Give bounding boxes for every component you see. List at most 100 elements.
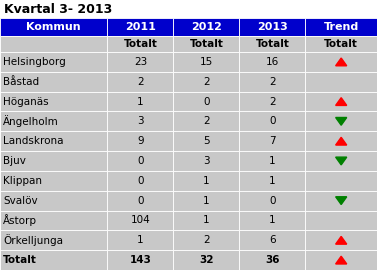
Bar xyxy=(0,191,107,211)
Bar xyxy=(305,92,377,112)
Text: Trend: Trend xyxy=(323,22,359,32)
Text: Totalt: Totalt xyxy=(256,39,289,49)
Bar xyxy=(305,112,377,131)
Bar xyxy=(0,211,107,230)
Bar xyxy=(305,131,377,151)
Polygon shape xyxy=(336,197,347,204)
Text: Klippan: Klippan xyxy=(3,176,42,186)
Text: 0: 0 xyxy=(137,196,144,206)
Text: 1: 1 xyxy=(137,235,144,245)
Bar xyxy=(173,52,239,72)
Text: 7: 7 xyxy=(269,136,276,146)
Bar xyxy=(0,52,107,72)
Text: Ängelholm: Ängelholm xyxy=(3,115,59,127)
Bar xyxy=(239,72,305,92)
Text: 1: 1 xyxy=(269,156,276,166)
Bar xyxy=(107,191,173,211)
Bar xyxy=(239,151,305,171)
Text: Kvartal 3- 2013: Kvartal 3- 2013 xyxy=(4,3,112,16)
Bar xyxy=(305,151,377,171)
Text: 9: 9 xyxy=(137,136,144,146)
Text: 36: 36 xyxy=(265,255,280,265)
Bar xyxy=(107,131,173,151)
Bar xyxy=(0,18,107,36)
Text: 0: 0 xyxy=(203,97,210,107)
Text: 16: 16 xyxy=(266,57,279,67)
Text: 32: 32 xyxy=(199,255,214,265)
Text: 104: 104 xyxy=(130,215,150,225)
Text: 2: 2 xyxy=(269,77,276,87)
Bar xyxy=(173,18,239,36)
Text: 0: 0 xyxy=(269,196,276,206)
Text: 1: 1 xyxy=(137,97,144,107)
Bar xyxy=(107,230,173,250)
Text: 5: 5 xyxy=(203,136,210,146)
Polygon shape xyxy=(336,117,347,125)
Bar xyxy=(305,72,377,92)
Bar xyxy=(305,250,377,270)
Bar xyxy=(0,92,107,112)
Bar xyxy=(173,72,239,92)
Bar xyxy=(107,52,173,72)
Polygon shape xyxy=(336,237,347,244)
Text: Svalöv: Svalöv xyxy=(3,196,38,206)
Text: Totalt: Totalt xyxy=(324,39,358,49)
Polygon shape xyxy=(336,256,347,264)
Bar xyxy=(305,18,377,36)
Bar xyxy=(305,211,377,230)
Text: 2013: 2013 xyxy=(257,22,288,32)
Text: 2011: 2011 xyxy=(125,22,156,32)
Bar xyxy=(173,191,239,211)
Text: Åstorp: Åstorp xyxy=(3,214,37,227)
Bar xyxy=(173,171,239,191)
Polygon shape xyxy=(336,137,347,145)
Bar xyxy=(239,131,305,151)
Text: Totalt: Totalt xyxy=(3,255,37,265)
Text: 143: 143 xyxy=(129,255,152,265)
Bar xyxy=(305,171,377,191)
Bar xyxy=(107,112,173,131)
Text: 2012: 2012 xyxy=(191,22,222,32)
Polygon shape xyxy=(336,157,347,165)
Bar xyxy=(239,211,305,230)
Bar xyxy=(0,36,107,52)
Text: Örkelljunga: Örkelljunga xyxy=(3,234,63,246)
Bar xyxy=(107,171,173,191)
Text: Totalt: Totalt xyxy=(190,39,223,49)
Polygon shape xyxy=(336,58,347,66)
Bar xyxy=(239,191,305,211)
Text: 0: 0 xyxy=(137,156,144,166)
Text: 15: 15 xyxy=(200,57,213,67)
Text: 2: 2 xyxy=(203,235,210,245)
Bar xyxy=(0,112,107,131)
Bar xyxy=(173,211,239,230)
Text: 23: 23 xyxy=(134,57,147,67)
Text: 1: 1 xyxy=(269,176,276,186)
Bar xyxy=(173,131,239,151)
Bar xyxy=(107,151,173,171)
Bar xyxy=(0,151,107,171)
Bar xyxy=(305,52,377,72)
Bar xyxy=(107,36,173,52)
Bar xyxy=(0,171,107,191)
Bar xyxy=(305,230,377,250)
Text: 1: 1 xyxy=(203,196,210,206)
Bar xyxy=(0,131,107,151)
Polygon shape xyxy=(336,98,347,105)
Bar xyxy=(239,112,305,131)
Bar xyxy=(305,36,377,52)
Text: 0: 0 xyxy=(269,116,276,126)
Text: 2: 2 xyxy=(269,97,276,107)
Bar xyxy=(239,92,305,112)
Bar xyxy=(0,72,107,92)
Bar xyxy=(107,250,173,270)
Text: 3: 3 xyxy=(203,156,210,166)
Text: Bjuv: Bjuv xyxy=(3,156,26,166)
Text: 2: 2 xyxy=(203,116,210,126)
Bar xyxy=(239,18,305,36)
Text: 3: 3 xyxy=(137,116,144,126)
Bar xyxy=(305,191,377,211)
Text: 1: 1 xyxy=(269,215,276,225)
Bar xyxy=(173,230,239,250)
Text: Båstad: Båstad xyxy=(3,77,39,87)
